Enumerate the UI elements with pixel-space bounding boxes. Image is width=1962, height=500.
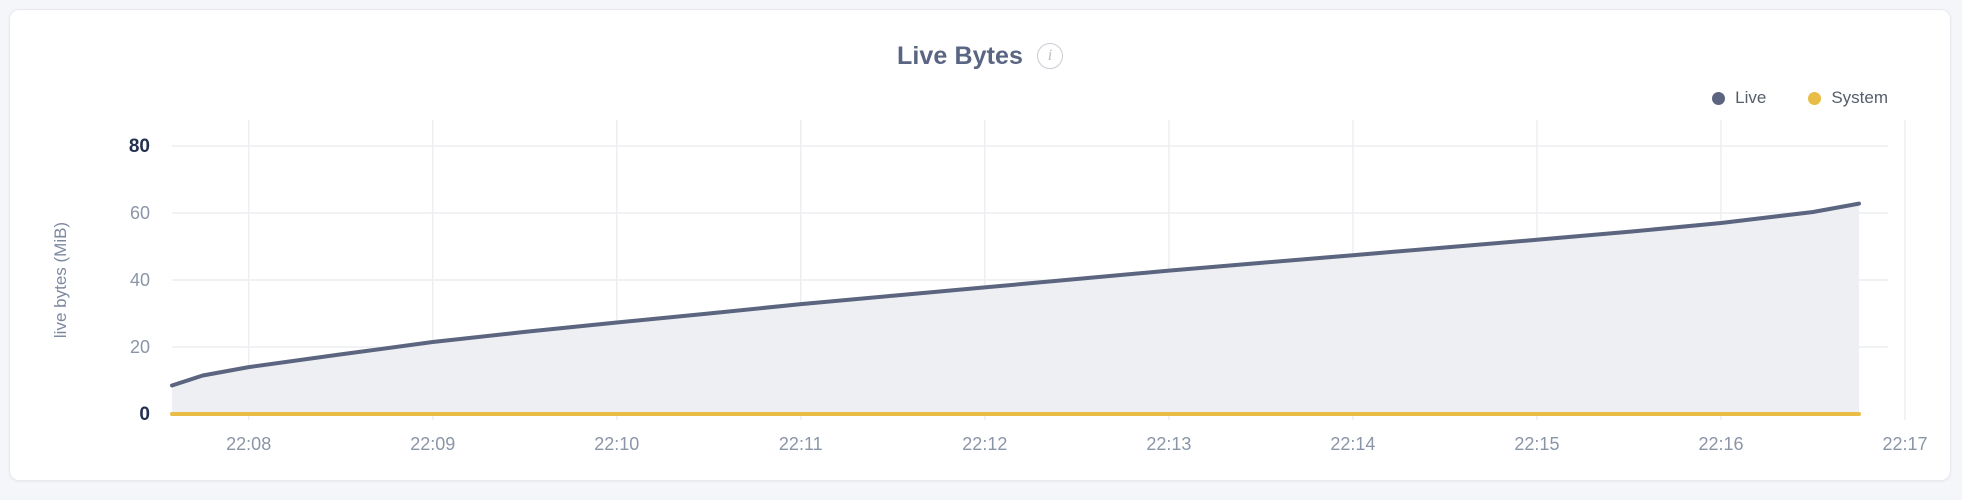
legend-swatch-system [1808, 91, 1822, 105]
x-tick-22-10: 22:10 [594, 434, 639, 454]
y-tick-20: 20 [130, 337, 150, 357]
info-icon[interactable]: i [1037, 43, 1064, 69]
x-axis-tick-labels: 22:08 22:09 22:10 22:11 22:12 22:13 22:14 22:15… [226, 434, 1927, 454]
y-axis-title: live bytes (MiB) [51, 222, 70, 338]
x-tick-22-14: 22:14 [1330, 434, 1375, 454]
x-tick-22-12: 22:12 [962, 434, 1007, 454]
y-axis-title-text: live bytes (MiB) [51, 222, 70, 338]
x-tick-22-08: 22:08 [226, 434, 271, 454]
x-tick-22-13: 22:13 [1146, 434, 1191, 454]
y-tick-40: 40 [130, 270, 150, 290]
plot-area: 0 20 40 60 80 22:08 22:09 22:10 22:11 22:12 22:13… [10, 10, 1952, 482]
y-tick-0: 0 [139, 404, 150, 425]
legend-item-system[interactable]: System [1808, 88, 1888, 108]
legend-item-live[interactable]: Live [1712, 88, 1766, 108]
y-tick-80: 80 [129, 136, 150, 157]
live-area-fill [172, 203, 1859, 414]
legend-label-system: System [1831, 88, 1888, 107]
legend-swatch-live [1712, 91, 1726, 105]
x-tick-22-16: 22:16 [1698, 434, 1743, 454]
x-tick-22-17: 22:17 [1882, 434, 1927, 454]
x-tick-22-09: 22:09 [410, 434, 455, 454]
y-axis-tick-labels: 0 20 40 60 80 [129, 136, 150, 425]
page-title: Live Bytes [896, 41, 1024, 70]
x-tick-22-15: 22:15 [1514, 434, 1559, 454]
y-tick-60: 60 [130, 203, 150, 223]
legend-label-live: Live [1735, 88, 1767, 107]
chart-svg: 0 20 40 60 80 22:08 22:09 22:10 22:11 22:12 22:13… [51, 120, 1928, 454]
live-bytes-chart-card: Live Bytes i Live System 0 20 40 60 80 22:08… [9, 9, 1951, 481]
x-tick-22-11: 22:11 [779, 434, 823, 454]
chart-header: Live Bytes i [10, 38, 1950, 74]
chart-legend: Live System [1712, 88, 1888, 108]
live-series-line [170, 201, 1861, 388]
